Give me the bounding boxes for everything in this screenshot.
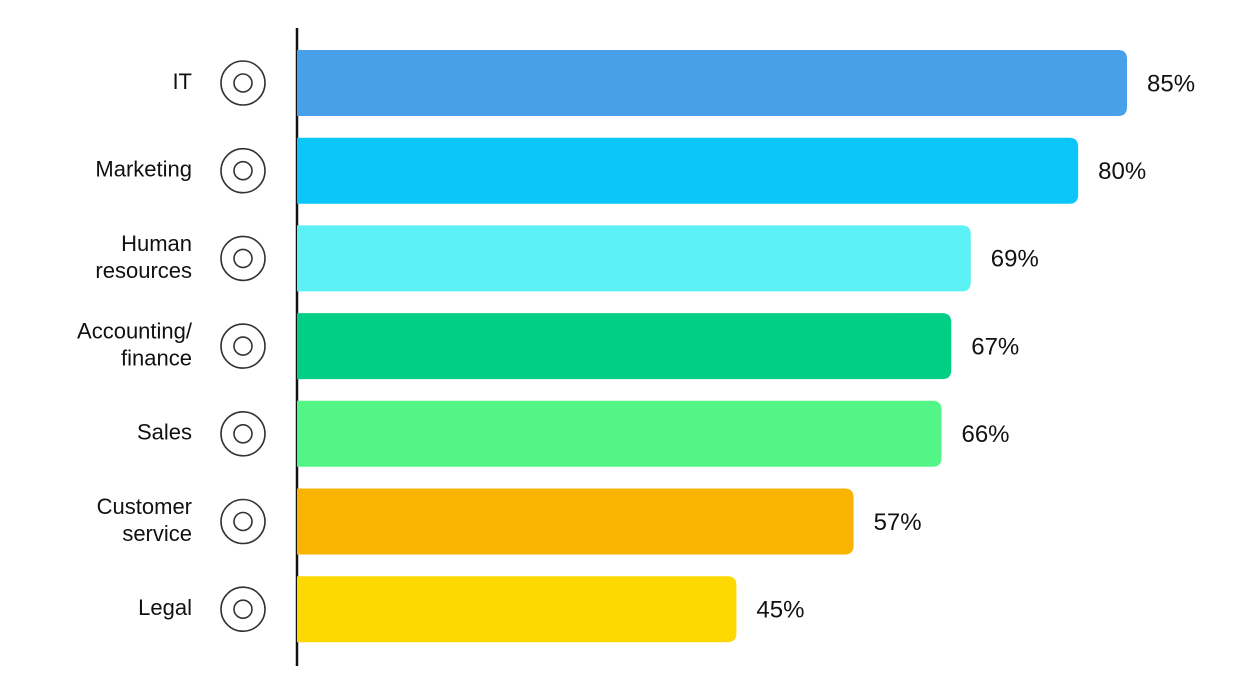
value-label: 67% [971,333,1019,360]
category-label: Human resources [95,231,192,283]
category-label: Customer service [97,494,192,546]
value-label: 57% [874,509,922,536]
icon-shape [220,235,266,282]
icon-shape [220,323,266,369]
category-icon [220,235,266,282]
icon-shape [233,248,253,269]
icon-shape [220,60,266,106]
icon-shape [233,336,253,356]
bar [297,50,1127,116]
category-label: Sales [137,420,192,445]
icon-shape [233,599,253,620]
category-icon [220,586,266,633]
icon-shape [220,498,266,545]
icon-shape [233,73,253,93]
category-icon [220,323,266,369]
icon-shape [233,160,253,181]
icon-shape [220,586,266,633]
category-label: Marketing [95,157,192,182]
bar [297,313,952,380]
category-label: Legal [138,595,192,620]
icon-shape [220,147,266,194]
bar [297,576,737,643]
icon-shape [233,511,253,532]
value-label: 80% [1098,158,1146,185]
icon-shape [220,410,266,457]
value-label: 85% [1147,70,1195,97]
category-label: Accounting/finance [77,318,193,370]
bar [297,400,942,467]
category-icon [220,498,266,545]
value-label: 69% [991,246,1039,273]
value-label: 45% [756,597,804,624]
category-label: IT [172,69,192,94]
icon-shape [233,423,253,444]
value-label: 66% [961,421,1009,448]
category-icon [220,147,266,194]
bar [297,137,1079,204]
bar [297,225,971,292]
category-icon [220,60,266,106]
bar [297,488,854,555]
category-icon [220,410,266,457]
